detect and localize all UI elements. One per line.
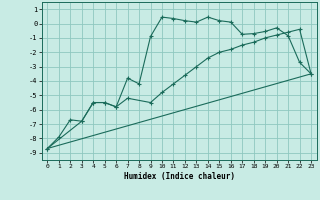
X-axis label: Humidex (Indice chaleur): Humidex (Indice chaleur) (124, 172, 235, 181)
